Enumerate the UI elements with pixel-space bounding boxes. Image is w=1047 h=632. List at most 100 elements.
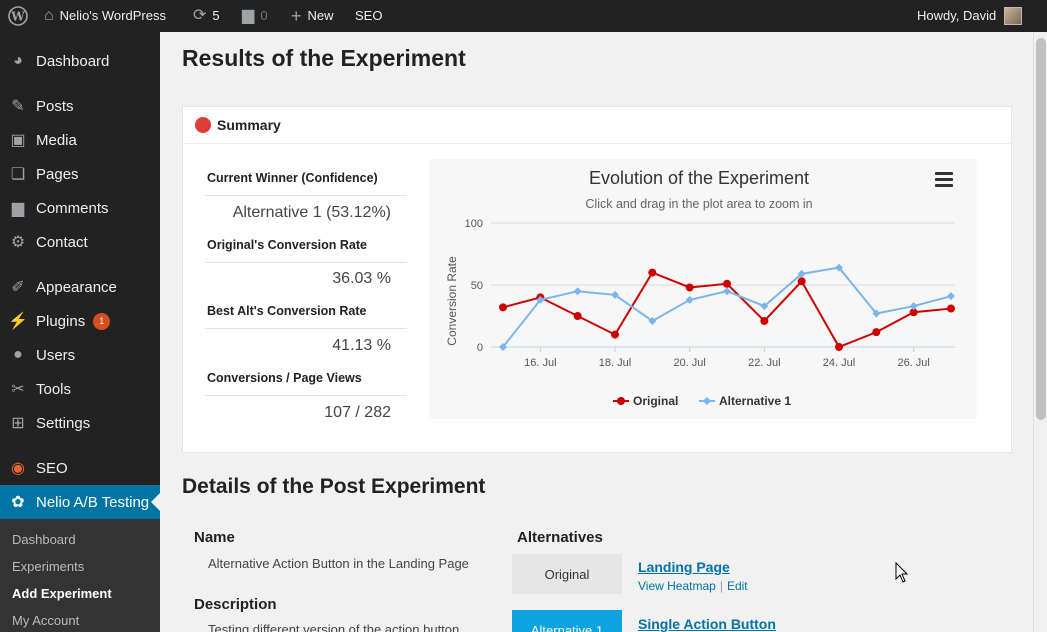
- greeting: Howdy, David: [917, 8, 997, 23]
- data-point-original: [760, 316, 769, 325]
- chart-grid: 0 50 100 16. Jul 18. Jul 20. Jul 22. Jul 24. Ju…: [465, 218, 955, 369]
- landing-page-link[interactable]: Landing Page: [638, 559, 730, 575]
- settings-icon: ⊞: [11, 415, 25, 432]
- y-axis-label: Conversion Rate: [445, 256, 459, 346]
- stat-label-best-alt-rate: Best Alt's Conversion Rate: [207, 304, 367, 318]
- page-scrollbar[interactable]: [1033, 32, 1047, 632]
- legend-marker: [617, 397, 625, 405]
- sidebar-item-label: Settings: [36, 414, 91, 432]
- sidebar-item-settings[interactable]: ⊞ Settings: [0, 406, 160, 440]
- name-label: Name: [194, 529, 235, 546]
- stat-value-original-rate: 36.03 %: [332, 270, 391, 287]
- data-point-alternative-1: [685, 295, 694, 304]
- avatar: [1004, 7, 1023, 25]
- nelio-icon: ✿: [11, 494, 25, 511]
- stat-divider: [205, 328, 407, 329]
- comments-link[interactable]: ▆ 0: [242, 0, 268, 32]
- gear-icon: ⚙: [10, 234, 26, 251]
- sidebar-item-appearance[interactable]: ✐ Appearance: [0, 270, 160, 304]
- data-point-original: [723, 279, 731, 288]
- submenu-item-add-experiment[interactable]: Add Experiment: [12, 586, 112, 601]
- nelio-submenu: Dashboard Experiments Add Experiment My …: [0, 519, 160, 632]
- data-point-alternative-1: [723, 287, 731, 296]
- site-name-link[interactable]: ⌂ Nelio's WordPress: [44, 0, 166, 32]
- user-icon: ●: [13, 346, 23, 363]
- sidebar-item-nelio-ab-testing[interactable]: ✿ Nelio A/B Testing: [0, 485, 160, 519]
- x-tick-label: 24. Jul: [823, 357, 855, 369]
- data-point-alternative-1: [909, 302, 918, 311]
- brush-icon: ✐: [11, 279, 25, 296]
- stat-value-winner: Alternative 1 (53.12%): [232, 204, 391, 221]
- updates-link[interactable]: ⟳ 5: [193, 0, 220, 32]
- seo-menu-link[interactable]: SEO: [355, 0, 382, 32]
- x-tick-label: 18. Jul: [599, 357, 631, 369]
- submenu-item-dashboard[interactable]: Dashboard: [12, 532, 76, 547]
- sidebar-item-media[interactable]: ▣ Media: [0, 123, 160, 157]
- data-point-original: [685, 283, 694, 292]
- data-point-alternative-1: [947, 292, 955, 301]
- chart-menu-icon[interactable]: [935, 172, 953, 188]
- experiment-name: Alternative Action Button in the Landing…: [208, 556, 469, 571]
- submenu-item-my-account[interactable]: My Account: [12, 613, 80, 628]
- view-heatmap-link[interactable]: View Heatmap: [638, 579, 716, 593]
- summary-box: Summary Current Winner (Confidence) Alte…: [182, 106, 1012, 453]
- data-point-original: [499, 303, 507, 312]
- page-title: Results of the Experiment: [182, 45, 466, 71]
- sidebar-item-posts[interactable]: ✎ Posts: [0, 89, 160, 123]
- x-tick-label: 16. Jul: [524, 357, 556, 369]
- experiment-description: Testing different version of the action …: [208, 622, 460, 632]
- alternatives-label: Alternatives: [517, 529, 603, 546]
- sidebar-item-contact[interactable]: ⚙ Contact: [0, 225, 160, 259]
- sidebar-item-label: Dashboard: [36, 52, 110, 70]
- stat-label-original-rate: Original's Conversion Rate: [207, 238, 367, 252]
- y-tick-label: 100: [465, 218, 483, 230]
- wordpress-logo-icon[interactable]: W: [8, 0, 28, 32]
- sidebar-item-pages[interactable]: ❏ Pages: [0, 157, 160, 191]
- data-point-alternative-1: [872, 309, 881, 318]
- description-label: Description: [194, 596, 277, 613]
- summary-title: Summary: [217, 117, 281, 133]
- svg-text:W: W: [10, 10, 25, 24]
- sidebar-item-label: SEO: [36, 459, 68, 477]
- sidebar-item-comments[interactable]: ▆ Comments: [0, 191, 160, 225]
- sidebar-item-users[interactable]: ● Users: [0, 338, 160, 372]
- seo-label: SEO: [355, 8, 383, 23]
- legend-marker: [703, 397, 711, 405]
- sidebar-item-label: Tools: [36, 380, 72, 398]
- new-label: New: [307, 8, 334, 23]
- account-menu[interactable]: Howdy, David: [917, 0, 1023, 32]
- refresh-icon: ⟳: [193, 7, 207, 24]
- experiment-chart[interactable]: Evolution of the Experiment Click and dr…: [429, 159, 977, 419]
- dashboard-icon: ◕: [13, 52, 23, 69]
- sidebar-item-label: Media: [36, 131, 77, 149]
- sidebar-item-dashboard[interactable]: ◕ Dashboard: [0, 44, 160, 78]
- data-point-original: [872, 328, 881, 337]
- pin-icon: ✎: [11, 98, 25, 115]
- site-name: Nelio's WordPress: [59, 8, 166, 23]
- data-point-alternative-1: [499, 343, 507, 351]
- original-alternative-button[interactable]: Original: [512, 554, 622, 594]
- edit-link[interactable]: Edit: [726, 579, 748, 593]
- stat-value-best-alt-rate: 41.13 %: [332, 337, 391, 354]
- wrench-icon: ✂: [11, 381, 25, 398]
- sidebar-item-seo[interactable]: ◉ SEO: [0, 451, 160, 485]
- sidebar-item-tools[interactable]: ✂ Tools: [0, 372, 160, 406]
- scrollbar-thumb[interactable]: [1036, 38, 1046, 420]
- new-content-link[interactable]: + New: [291, 0, 334, 32]
- data-point-alternative-1: [797, 269, 806, 278]
- admin-bar: W ⌂ Nelio's WordPress ⟳ 5 ▆ 0 + New SEO …: [0, 0, 1047, 32]
- sidebar-item-plugins[interactable]: ⚡ Plugins 1: [0, 304, 160, 338]
- sidebar-item-label: Pages: [36, 165, 79, 183]
- submenu-item-experiments[interactable]: Experiments: [12, 559, 85, 574]
- x-tick-label: 20. Jul: [673, 357, 705, 369]
- chart-legend: Original Alternative 1: [613, 394, 791, 408]
- comment-icon: ▆: [11, 200, 25, 217]
- single-action-button-link[interactable]: Single Action Button: [638, 616, 776, 632]
- chart-svg[interactable]: Evolution of the Experiment Click and dr…: [429, 159, 977, 419]
- legend-label[interactable]: Original: [633, 394, 678, 408]
- alternative-1-button[interactable]: Alternative 1: [512, 610, 622, 632]
- y-tick-label: 50: [471, 280, 483, 292]
- stat-label-winner: Current Winner (Confidence): [207, 171, 378, 185]
- legend-label[interactable]: Alternative 1: [719, 394, 791, 408]
- data-point-original: [909, 308, 918, 317]
